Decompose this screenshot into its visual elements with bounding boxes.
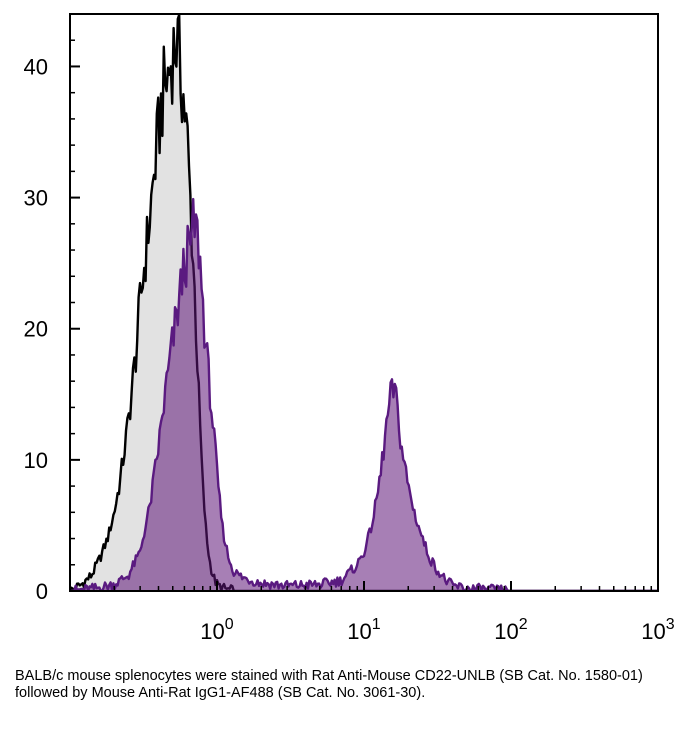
series-layer <box>70 14 658 591</box>
x-tick-label: 100 <box>200 616 233 644</box>
y-tick-label: 10 <box>24 448 48 473</box>
figure-caption: BALB/c mouse splenocytes were stained wi… <box>15 668 643 701</box>
x-tick-label: 102 <box>494 616 527 644</box>
x-tick-label: 103 <box>641 616 674 644</box>
series-2-fill <box>70 199 658 591</box>
y-tick-label: 0 <box>36 579 48 604</box>
series-1-line <box>70 14 658 591</box>
axis-ticks: 0 10 20 30 40 100 101 102 103 <box>24 13 675 644</box>
y-tick-label: 30 <box>24 186 48 211</box>
y-tick-label: 20 <box>24 317 48 342</box>
y-tick-label: 40 <box>24 54 48 79</box>
x-tick-label: 101 <box>347 616 380 644</box>
histogram-chart: 0 10 20 30 40 100 101 102 103 <box>24 13 675 644</box>
series-2-line <box>70 197 658 591</box>
